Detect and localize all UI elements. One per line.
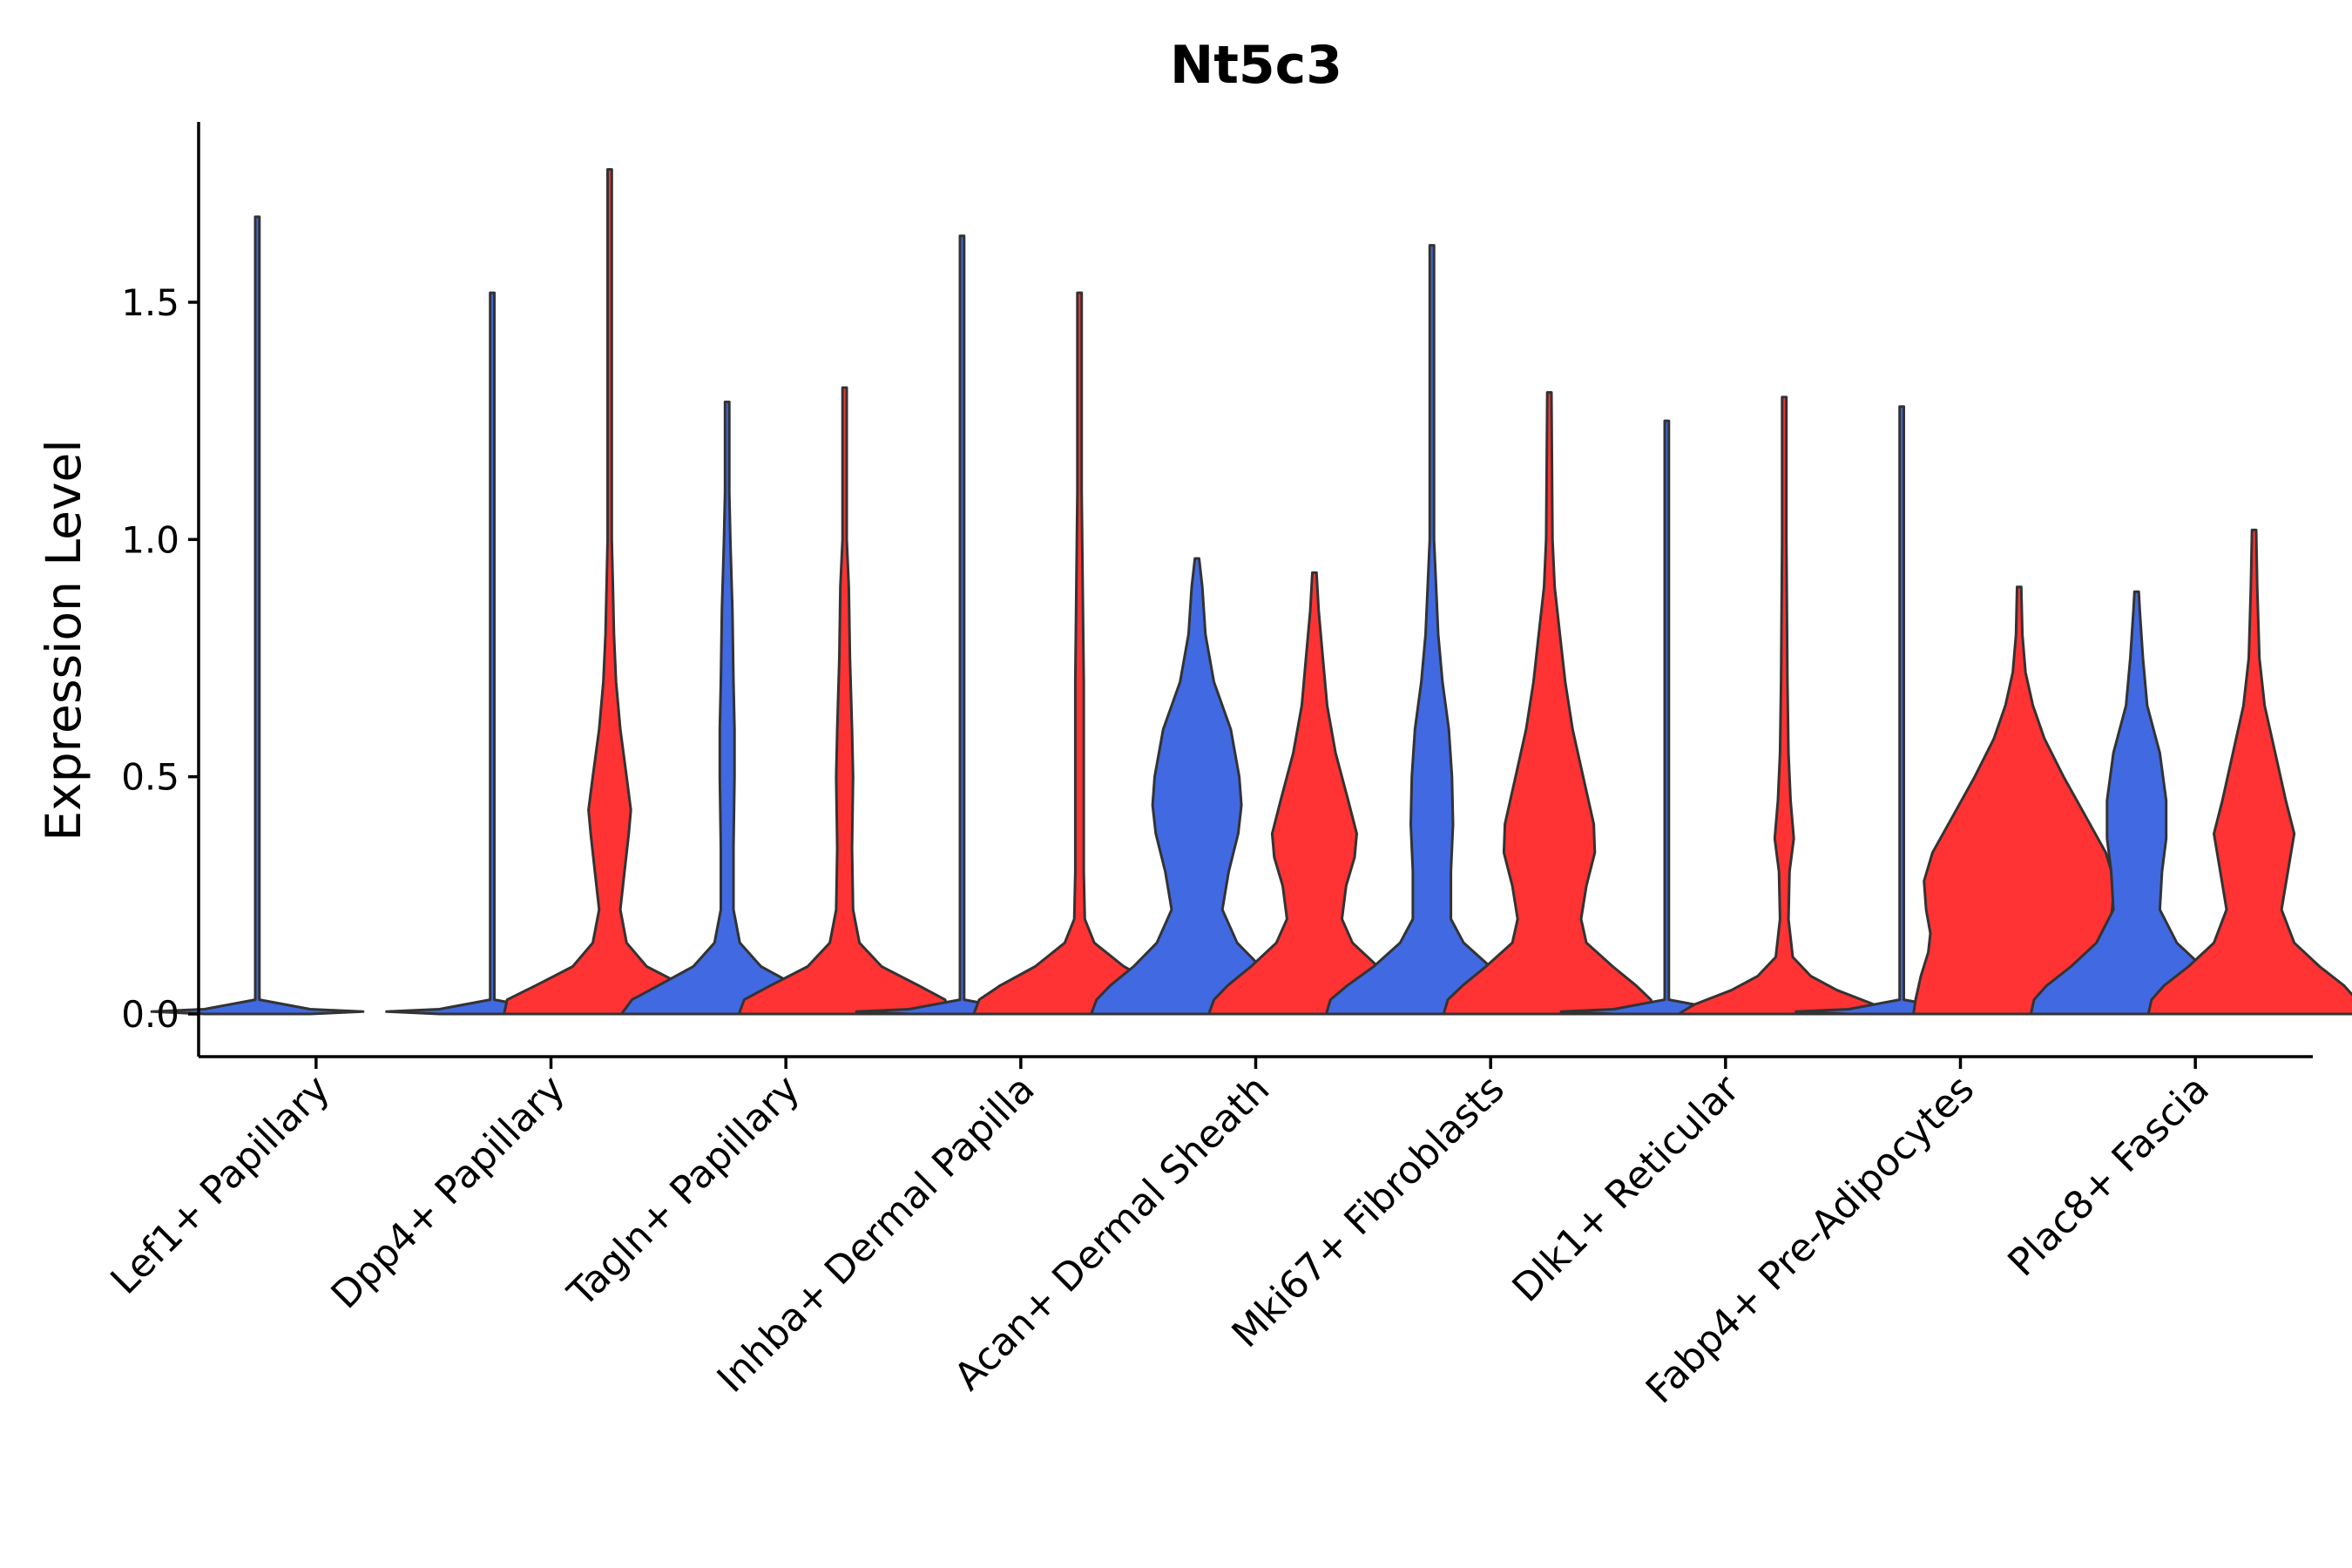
y-tick-label: 0.5 bbox=[121, 756, 179, 799]
violin-4-blue bbox=[855, 234, 1070, 1016]
violin-6-blue bbox=[1324, 244, 1539, 1016]
chart-title: Nt5c3 bbox=[1170, 35, 1342, 96]
violin-7-red bbox=[1677, 395, 1892, 1016]
violin-3-red bbox=[737, 386, 952, 1016]
x-tick-label: Tagln+ Papillary bbox=[559, 1067, 808, 1316]
y-tick-label: 1.0 bbox=[121, 518, 179, 561]
violin-7-blue bbox=[1559, 419, 1774, 1016]
violin-3-blue bbox=[619, 400, 835, 1016]
y-tick-label: 0.0 bbox=[121, 993, 179, 1036]
violin-6-red bbox=[1442, 391, 1657, 1016]
violin-1-blue bbox=[150, 215, 365, 1016]
violin-2-red bbox=[503, 168, 717, 1016]
x-tick-label: Mki67+ Fibroblasts bbox=[1224, 1067, 1513, 1356]
x-tick-label: Dpp4+ Papillary bbox=[323, 1067, 574, 1318]
violin-2-blue bbox=[385, 291, 599, 1016]
violin-5-blue bbox=[1090, 557, 1304, 1016]
y-axis-label: Expression Level bbox=[36, 439, 91, 841]
violin-5-red bbox=[1207, 571, 1422, 1016]
violin-layer bbox=[150, 168, 2352, 1016]
violin-9-blue bbox=[2029, 590, 2244, 1016]
violin-4-red bbox=[972, 291, 1187, 1016]
x-tick-label: Lef1+ Papillary bbox=[103, 1067, 339, 1303]
violin-9-red bbox=[2146, 528, 2352, 1016]
x-tick-label: Plac8+ Fascia bbox=[1999, 1067, 2218, 1286]
x-tick-label: Dlk1+ Reticular bbox=[1504, 1066, 1749, 1311]
y-tick-label: 1.5 bbox=[121, 281, 179, 324]
